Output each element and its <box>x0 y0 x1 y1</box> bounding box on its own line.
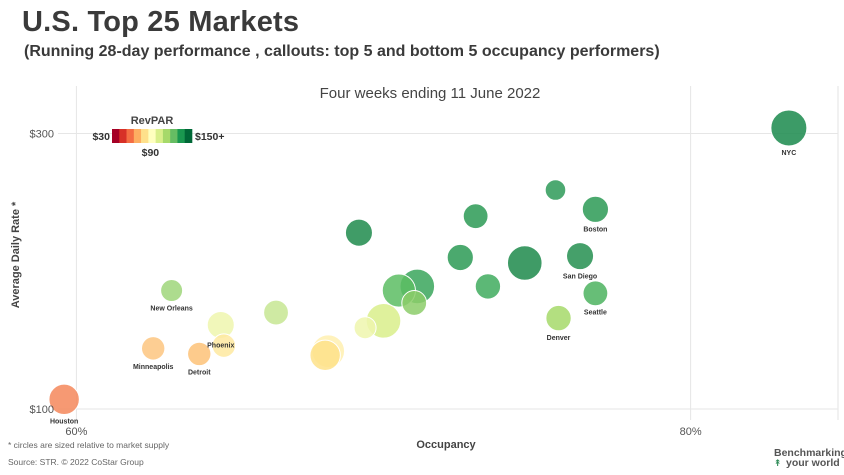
legend-swatch <box>148 129 156 143</box>
market-point-new-orleans[interactable] <box>160 279 184 303</box>
market-point[interactable] <box>506 245 543 281</box>
brand-logo: ↟ Benchmarking your world <box>774 447 844 469</box>
revpar-legend: RevPAR $30 $150+ $90 <box>92 115 224 159</box>
market-point-minneapolis[interactable] <box>140 336 166 361</box>
market-point[interactable] <box>309 339 341 371</box>
market-point-denver[interactable] <box>545 304 572 332</box>
legend-swatch <box>177 129 186 143</box>
market-labels: NYC Boston San Diego Seattle New Orleans Denv… <box>50 150 796 426</box>
x-axis-label: Occupancy <box>416 439 476 451</box>
market-point-seattle[interactable] <box>582 280 609 307</box>
market-label-detroit: Detroit <box>188 370 211 377</box>
legend-swatch <box>133 129 142 143</box>
market-label-denver: Denver <box>547 335 571 342</box>
legend-mid-label: $90 <box>142 147 160 159</box>
legend-swatch <box>119 129 127 143</box>
brand-line-2: your world <box>786 457 840 469</box>
brand-line-1: Benchmarking <box>774 447 844 459</box>
legend-swatch <box>170 129 178 143</box>
market-label-new-orleans: New Orleans <box>150 306 193 313</box>
market-label-seattle: Seattle <box>584 310 607 317</box>
market-point-boston[interactable] <box>581 195 610 223</box>
legend-swatch <box>155 129 164 143</box>
market-point-houston[interactable] <box>48 383 80 416</box>
market-point-nyc[interactable] <box>770 109 808 147</box>
legend-swatch <box>141 129 149 143</box>
legend-swatch <box>162 129 171 143</box>
market-point[interactable] <box>401 290 428 316</box>
market-label-phoenix: Phoenix <box>207 342 234 349</box>
market-point[interactable] <box>462 203 489 230</box>
chart-period-title: Four weeks ending 11 June 2022 <box>319 85 541 102</box>
market-label-minneapolis: Minneapolis <box>133 364 174 371</box>
x-tick-label: 60% <box>65 426 87 438</box>
y-tick-label: $100 <box>30 404 54 416</box>
legend-swatch <box>184 129 193 143</box>
legend-max-label: $150+ <box>195 131 225 143</box>
legend-title: RevPAR <box>131 115 174 127</box>
brand-mark-icon: ↟ <box>774 458 782 468</box>
market-label-houston: Houston <box>50 419 78 426</box>
y-tick-label: $300 <box>30 129 54 141</box>
market-point[interactable] <box>544 179 567 201</box>
market-point[interactable] <box>474 273 502 300</box>
source-note: Source: STR. © 2022 CoStar Group <box>8 457 144 467</box>
market-points <box>48 109 808 416</box>
market-label-nyc: NYC <box>781 150 796 157</box>
market-label-san-diego: San Diego <box>563 274 597 281</box>
market-point[interactable] <box>263 299 289 326</box>
axes: 60% 80% $100 $300 Occupancy Average Daily Rat… <box>10 129 702 451</box>
x-tick-label: 80% <box>680 426 702 438</box>
legend-swatch <box>112 129 120 143</box>
market-point[interactable] <box>211 333 237 358</box>
y-axis-label: Average Daily Rate * <box>10 201 22 308</box>
market-point-san-diego[interactable] <box>566 242 595 271</box>
market-point[interactable] <box>344 218 373 247</box>
market-label-boston: Boston <box>583 226 607 233</box>
legend-swatch <box>126 129 135 143</box>
chart-subtitle: (Running 28-day performance , callouts: … <box>24 43 660 60</box>
legend-min-label: $30 <box>92 131 110 143</box>
market-point[interactable] <box>446 243 474 272</box>
market-point-detroit[interactable] <box>187 341 212 367</box>
size-footnote: * circles are sized relative to market s… <box>8 440 170 450</box>
chart-title: U.S. Top 25 Markets <box>22 6 300 38</box>
market-point[interactable] <box>353 316 377 340</box>
